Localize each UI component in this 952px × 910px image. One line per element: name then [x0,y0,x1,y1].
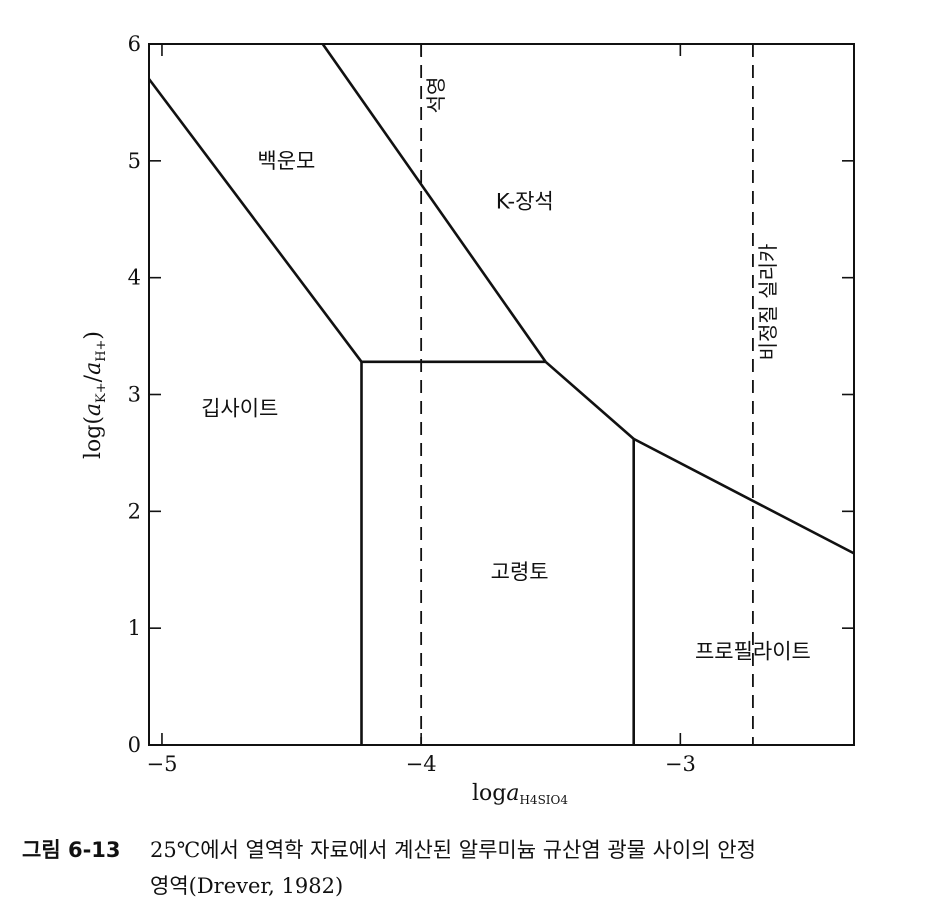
y-tick-label: 3 [128,383,141,407]
y-tick-label: 6 [128,32,141,56]
y-tick-label: 2 [128,499,141,523]
amorphous-silica-saturation-label: 비정질 실리카 [756,244,780,361]
region-label-kfeldspar: K-장석 [496,190,554,214]
boundary-kfeldspar-pyrophyllite [633,437,855,555]
region-label-gibbsite: 깁사이트 [201,397,278,421]
region-label-muscovite: 백운모 [257,149,315,173]
caption-text-line2: 영역(Drever, 1982) [150,874,344,898]
boundary-kfeldspar-kaolinite [544,360,635,440]
y-tick-label: 5 [128,149,141,173]
quartz-saturation-label: 석영 [424,77,448,114]
y-tick-label: 4 [128,266,141,290]
region-label-pyrophyllite: 프로필라이트 [695,640,811,664]
y-axis-label: log(aK+/aH+) [81,331,109,459]
region-label-kaolinite: 고령토 [491,560,549,584]
y-tick-label: 1 [128,616,141,640]
x-tick-label: −5 [146,752,177,776]
x-tick-label: −3 [665,752,696,776]
caption-label: 그림 6-13 [22,838,121,862]
caption-text-line1: 25℃에서 열역학 자료에서 계산된 알루미늄 규산염 광물 사이의 안정 [150,838,756,862]
boundary-muscovite-kfeldspar [321,43,547,363]
x-tick-label: −4 [406,752,437,776]
boundary-gibbsite-muscovite [147,78,363,363]
y-tick-label: 0 [128,733,141,757]
x-axis-label: logaH4SIO4 [472,781,568,807]
